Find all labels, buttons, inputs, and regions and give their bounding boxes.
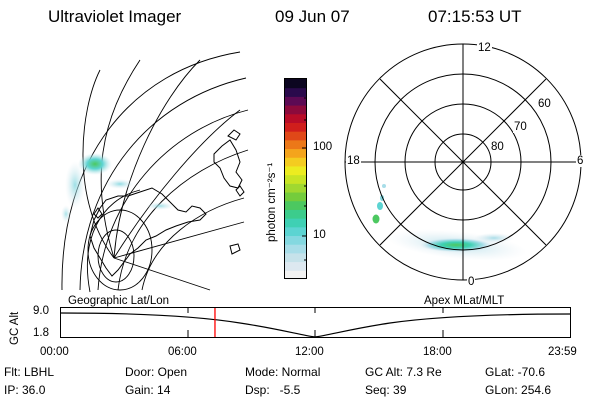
colorbar-tick-label: 10 [313, 229, 326, 241]
colorbar-swatch [285, 200, 306, 210]
colorbar-swatch [285, 244, 306, 254]
timeline-y-label: 9.0 [33, 305, 49, 317]
mlt-label-18: 18 [346, 155, 361, 167]
filter-info: Flt: LBHL [4, 365, 55, 379]
colorbar-swatch [285, 87, 306, 97]
colorbar-swatch [285, 105, 306, 115]
mlt-label-12: 12 [477, 42, 492, 54]
ip-info: IP: 36.0 [4, 383, 46, 397]
colorbar-swatch [285, 122, 306, 132]
colorbar-swatch [285, 131, 306, 141]
timeline-x-label: 06:00 [168, 346, 197, 358]
colorbar-unit-label: photon cm⁻²s⁻¹ [266, 162, 278, 242]
colorbar-swatch [285, 113, 306, 123]
colorbar-swatch [285, 183, 306, 193]
geographic-panel-label: Geographic Lat/Lon [68, 295, 170, 307]
gain-info: Gain: 14 [125, 383, 171, 397]
header-time: 07:15:53 UT [428, 7, 522, 26]
mlt-label-0: 0 [467, 276, 476, 288]
colorbar-swatch [285, 96, 306, 106]
apex-polar-plot [344, 43, 582, 281]
timeline-axis-label: GC Alt [9, 311, 21, 345]
colorbar-swatch [285, 157, 306, 167]
colorbar-swatch [285, 148, 306, 158]
seq-info: Seq: 39 [365, 383, 407, 397]
colorbar-swatch [285, 218, 306, 228]
mlat-label-70: 70 [513, 121, 528, 133]
colorbar-swatch [285, 252, 306, 263]
door-info: Door: Open [125, 365, 188, 379]
timeline-ticks [187, 307, 444, 338]
timeline-x-label: 18:00 [423, 346, 452, 358]
colorbar-swatch [285, 192, 306, 202]
colorbar-swatch [285, 174, 306, 184]
gc-alt-info: GC Alt: 7.3 Re [365, 365, 442, 379]
dsp-info: Dsp: -5.5 [245, 383, 301, 397]
colorbar-swatch [285, 139, 306, 150]
colorbar-swatch [285, 270, 306, 280]
mode-info: Mode: Normal [245, 365, 321, 379]
geographic-map [61, 51, 249, 293]
colorbar-frame [284, 78, 307, 279]
timeline-x-label: 12:00 [295, 346, 324, 358]
timeline-x-label: 00:00 [40, 346, 69, 358]
colorbar-swatch [285, 209, 306, 219]
apex-panel-label: Apex MLat/MLT [424, 295, 505, 307]
header-date: 09 Jun 07 [275, 7, 350, 26]
colorbar-ticks [302, 97, 307, 261]
colorbar-swatch [285, 261, 306, 271]
glat-info: GLat: -70.6 [485, 365, 546, 379]
colorbar-swatch [285, 165, 306, 176]
glon-info: GLon: 254.6 [485, 383, 552, 397]
altitude-curve [60, 312, 571, 338]
colorbar-swatch [285, 235, 306, 245]
timeline-y-label: 1.8 [33, 327, 49, 339]
colorbar-swatch [285, 226, 306, 237]
colorbar-swatch [285, 79, 306, 89]
colorbar-tick-label: 100 [313, 141, 333, 153]
mlt-label-6: 6 [576, 155, 585, 167]
app-title: Ultraviolet Imager [48, 7, 182, 26]
mlat-label-80: 80 [490, 141, 505, 153]
mlat-label-60: 60 [537, 98, 552, 110]
timeline-plot [60, 307, 571, 338]
timeline-x-label: 23:59 [548, 346, 577, 358]
colorbar [284, 78, 307, 280]
